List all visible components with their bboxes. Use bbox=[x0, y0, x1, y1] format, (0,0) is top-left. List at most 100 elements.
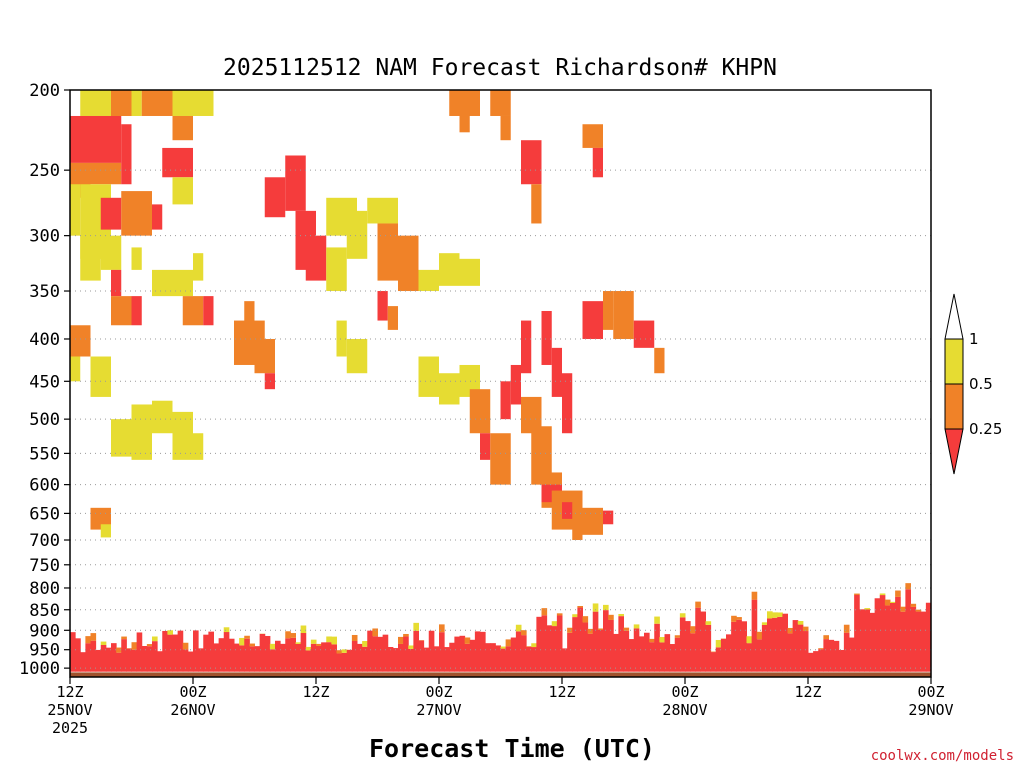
y-tick-label: 950 bbox=[29, 641, 60, 661]
boundary-layer-cell bbox=[900, 611, 906, 672]
boundary-layer-fringe bbox=[500, 646, 507, 649]
boundary-layer-cell bbox=[592, 611, 599, 672]
data-cell bbox=[459, 364, 480, 397]
y-tick-label: 650 bbox=[29, 504, 60, 524]
boundary-layer-fringe bbox=[577, 606, 583, 608]
boundary-layer-cell bbox=[802, 631, 809, 672]
boundary-layer-fringe bbox=[305, 646, 312, 651]
boundary-layer-cell bbox=[100, 644, 107, 672]
data-cell bbox=[377, 223, 398, 281]
y-tick-label: 1000 bbox=[19, 659, 60, 679]
boundary-layer-cell bbox=[269, 649, 276, 672]
boundary-layer-fringe bbox=[541, 608, 548, 616]
boundary-layer-cell bbox=[187, 651, 194, 672]
boundary-layer-fringe bbox=[567, 627, 573, 633]
data-cell bbox=[439, 253, 460, 286]
boundary-layer-fringe bbox=[767, 611, 773, 619]
boundary-layer-fringe bbox=[777, 612, 783, 617]
boundary-layer-fringe bbox=[649, 638, 655, 643]
data-cell bbox=[172, 115, 193, 141]
data-cell bbox=[500, 381, 511, 420]
boundary-layer-cell bbox=[418, 640, 425, 672]
boundary-layer-fringe bbox=[131, 642, 138, 650]
boundary-layer-fringe bbox=[592, 603, 599, 612]
y-tick-label: 900 bbox=[29, 621, 60, 641]
data-cell bbox=[131, 247, 142, 270]
boundary-layer-cell bbox=[382, 634, 389, 672]
data-cell bbox=[387, 306, 398, 330]
boundary-layer-fringe bbox=[413, 622, 419, 631]
boundary-layer-cell bbox=[341, 652, 348, 672]
boundary-layer-cell bbox=[869, 612, 876, 672]
boundary-layer-cell bbox=[541, 615, 548, 672]
boundary-layer-cell bbox=[167, 634, 173, 672]
boundary-layer-cell bbox=[659, 642, 665, 672]
boundary-layer-cell bbox=[910, 606, 917, 672]
boundary-layer-cell bbox=[172, 634, 179, 672]
boundary-layer-fringe bbox=[736, 617, 742, 620]
y-tick-label: 850 bbox=[29, 601, 60, 621]
y-tick-label: 200 bbox=[29, 81, 60, 101]
boundary-layer-cell bbox=[905, 589, 911, 672]
data-cell bbox=[172, 90, 214, 116]
boundary-layer-cell bbox=[146, 646, 153, 672]
boundary-layer-fringe bbox=[239, 637, 245, 646]
boundary-layer-cell bbox=[85, 643, 91, 672]
data-cell bbox=[459, 258, 480, 286]
boundary-layer-fringe bbox=[290, 633, 296, 638]
boundary-layer-fringe bbox=[890, 601, 896, 603]
data-cell bbox=[439, 373, 460, 405]
boundary-layer-cell bbox=[480, 631, 486, 672]
data-cell bbox=[592, 147, 603, 178]
legend-label: 1 bbox=[969, 330, 979, 348]
data-cell bbox=[336, 320, 347, 357]
boundary-layer-fringe bbox=[654, 616, 660, 624]
boundary-layer-cell bbox=[551, 626, 558, 672]
boundary-layer-cell bbox=[510, 637, 517, 672]
boundary-layer-fringe bbox=[756, 631, 763, 640]
boundary-layer-cell bbox=[849, 637, 855, 672]
x-tick-label: 12Z bbox=[794, 683, 821, 701]
data-cell bbox=[193, 253, 204, 281]
data-cell bbox=[572, 518, 583, 541]
boundary-layer-fringe bbox=[690, 626, 696, 634]
data-cell bbox=[613, 291, 634, 339]
data-cell bbox=[500, 115, 511, 141]
boundary-layer-cell bbox=[367, 630, 373, 672]
boundary-layer-fringe bbox=[116, 647, 122, 653]
chart-title: 2025112512 NAM Forecast Richardson# KHPN bbox=[223, 55, 777, 81]
boundary-layer-cell bbox=[915, 611, 922, 672]
data-cell bbox=[326, 247, 347, 292]
boundary-layer-cell bbox=[838, 649, 845, 672]
x-tick-label: 2025 bbox=[52, 719, 88, 737]
boundary-layer-cell bbox=[628, 639, 635, 672]
boundary-layer-cell bbox=[152, 641, 158, 672]
boundary-layer-cell bbox=[695, 607, 701, 672]
y-tick-label: 350 bbox=[29, 282, 60, 302]
boundary-layer-cell bbox=[228, 638, 235, 672]
boundary-layer-cell bbox=[249, 646, 255, 672]
boundary-layer-fringe bbox=[326, 636, 332, 643]
boundary-layer-fringe bbox=[715, 639, 722, 648]
boundary-layer-cell bbox=[777, 616, 783, 672]
boundary-layer-cell bbox=[823, 639, 829, 672]
boundary-layer-cell bbox=[95, 649, 102, 672]
boundary-layer-cell bbox=[331, 644, 337, 672]
data-cell bbox=[111, 419, 132, 457]
boundary-layer-cell bbox=[285, 638, 291, 672]
boundary-layer-cell bbox=[654, 623, 660, 672]
boundary-layer-fringe bbox=[521, 630, 527, 636]
boundary-layer-cell bbox=[203, 634, 209, 672]
boundary-layer-cell bbox=[275, 640, 281, 672]
boundary-layer-fringe bbox=[316, 643, 322, 646]
data-cell bbox=[131, 404, 152, 460]
legend-swatch-gt1 bbox=[944, 293, 964, 340]
boundary-layer-cell bbox=[75, 638, 81, 672]
boundary-layer-cell bbox=[213, 643, 220, 672]
boundary-layer-cell bbox=[223, 632, 230, 672]
legend-label: 0.5 bbox=[969, 375, 993, 393]
data-cell bbox=[377, 291, 388, 321]
data-cell bbox=[305, 235, 327, 281]
boundary-layer-fringe bbox=[582, 616, 589, 623]
boundary-layer-cell bbox=[351, 640, 358, 672]
